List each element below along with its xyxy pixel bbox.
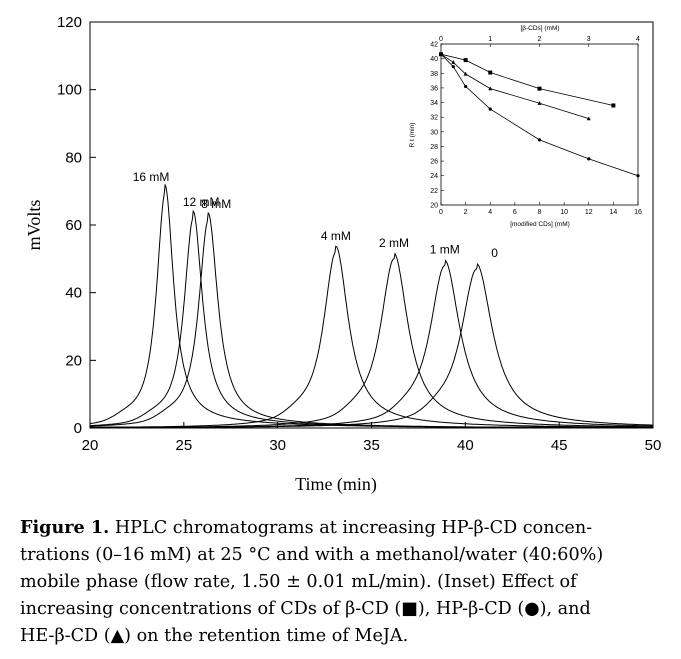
inset-line-triangle xyxy=(440,53,589,119)
peak-label: 0 xyxy=(491,246,498,260)
inset-point-triangle xyxy=(537,101,542,105)
inset-y-tick-label: 20 xyxy=(430,203,438,210)
trace-2-mM xyxy=(90,252,653,428)
x-tick-label: 20 xyxy=(82,437,99,454)
peak-labels: 16 mM 12 mM8 mM 4 mM 2 mM 1 mM 0 xyxy=(133,170,499,260)
caption-line-3: mobile phase (flow rate, 1.50 ± 0.01 mL/… xyxy=(20,572,577,592)
inset-x-tick-label: 14 xyxy=(609,209,617,216)
trace-0 xyxy=(90,262,654,428)
x-axis-title: Time (min) xyxy=(295,474,377,495)
inset-y-title: R t (min) xyxy=(409,123,416,148)
inset-frame xyxy=(440,43,639,206)
inset-y-tick-label: 32 xyxy=(430,115,438,122)
inset-x-tick-label: 8 xyxy=(538,209,542,216)
peak-label: 4 mM xyxy=(321,229,351,243)
inset-x-tick-label: 4 xyxy=(488,209,492,216)
inset-y-tick-label: 26 xyxy=(430,159,438,166)
inset-y-tick-label: 22 xyxy=(430,188,438,195)
inset-point-triangle xyxy=(451,60,456,64)
inset-point-circle xyxy=(587,157,591,161)
inset-point-circle xyxy=(636,174,640,178)
y-tick-label: 80 xyxy=(65,149,82,166)
y-tick-label: 40 xyxy=(65,285,82,302)
x-tick-label: 50 xyxy=(645,437,662,454)
inset-point-square xyxy=(611,103,616,108)
x-tick-label: 40 xyxy=(457,437,474,454)
peak-label: 12 mM xyxy=(183,195,220,209)
inset-point-triangle xyxy=(439,52,443,56)
inset-axis-ticks: 0 2 4 6 8 10 12 14 160 1 2 3 42022242628303234363840… xyxy=(430,36,642,216)
y-tick-label: 100 xyxy=(57,82,82,99)
inset-x2-title: [β-CDs] (mM) xyxy=(520,25,559,32)
trace-8-mM xyxy=(90,211,653,428)
caption-line-2: trations (0–16 mM) at 25 °C and with a m… xyxy=(20,545,604,565)
inset-y-tick-label: 34 xyxy=(430,100,438,107)
y-tick-label: 60 xyxy=(65,217,82,234)
inset-y-tick-label: 24 xyxy=(430,173,438,180)
inset-x-tick-label: 0 xyxy=(439,209,443,216)
caption-line-4: increasing concentrations of CDs of β-CD… xyxy=(20,599,591,619)
inset-y-tick-label: 36 xyxy=(430,85,438,92)
inset-point-triangle xyxy=(463,71,468,76)
peak-label: 16 mM xyxy=(133,170,170,184)
peak-label: 1 mM xyxy=(430,243,460,257)
inset-point-triangle xyxy=(586,116,591,121)
inset-point-square xyxy=(463,58,468,63)
inset-y-tick-label: 28 xyxy=(430,144,438,151)
trace-12-mM xyxy=(90,209,653,428)
y-tick-label: 20 xyxy=(65,352,82,369)
x-tick-label: 45 xyxy=(551,437,568,454)
trace-4-mM xyxy=(90,245,653,428)
caption-line-5: HE-β-CD (▲) on the retention time of MeJ… xyxy=(20,626,409,646)
inset-y-tick-label: 40 xyxy=(430,56,438,63)
figure-caption: Figure 1. HPLC chromatograms at increasi… xyxy=(20,514,665,650)
inset-x2-tick-label: 1 xyxy=(488,36,492,43)
inset-x-tick-label: 2 xyxy=(464,209,468,216)
inset-point-square xyxy=(488,70,493,75)
caption-text-1: HPLC chromatograms at increasing HP-β-CD… xyxy=(114,518,593,538)
y-tick-label: 0 xyxy=(74,420,82,437)
inset-x-tick-label: 12 xyxy=(585,209,593,216)
x-tick-label: 35 xyxy=(363,437,380,454)
y-tick-label: 120 xyxy=(57,14,82,31)
inset-x-title: [modified CDs] (mM) xyxy=(510,221,570,228)
peak-label: 8 mM xyxy=(201,197,231,211)
inset-y-tick-label: 30 xyxy=(430,129,438,136)
x-tick-label: 25 xyxy=(175,437,192,454)
inset-point-circle xyxy=(537,138,542,142)
inset-y-tick-label: 42 xyxy=(430,42,438,49)
inset-x2-tick-label: 4 xyxy=(636,36,640,43)
inset-point-circle xyxy=(464,84,468,89)
inset-x-tick-label: 10 xyxy=(560,209,568,216)
inset-x2-tick-label: 0 xyxy=(439,36,443,43)
inset-y-tick-label: 38 xyxy=(430,71,438,78)
inset-x-tick-label: 16 xyxy=(634,209,642,216)
inset-x2-tick-label: 2 xyxy=(538,36,542,43)
chromatogram-traces xyxy=(89,183,654,428)
inset-x-tick-label: 6 xyxy=(513,209,517,216)
inset-point-circle xyxy=(488,107,492,111)
peak-label: 2 mM xyxy=(379,236,409,250)
inset-x2-tick-label: 3 xyxy=(587,36,591,43)
x-tick-label: 30 xyxy=(269,437,286,454)
inset-point-square xyxy=(537,86,542,91)
inset-point-triangle xyxy=(488,86,493,91)
inset-point-circle xyxy=(451,65,455,69)
caption-line-1: Figure 1. HPLC chromatograms at increasi… xyxy=(20,514,665,542)
y-axis-title: mVolts xyxy=(24,200,44,251)
caption-label: Figure 1. xyxy=(20,517,110,538)
inset-series xyxy=(439,52,640,178)
